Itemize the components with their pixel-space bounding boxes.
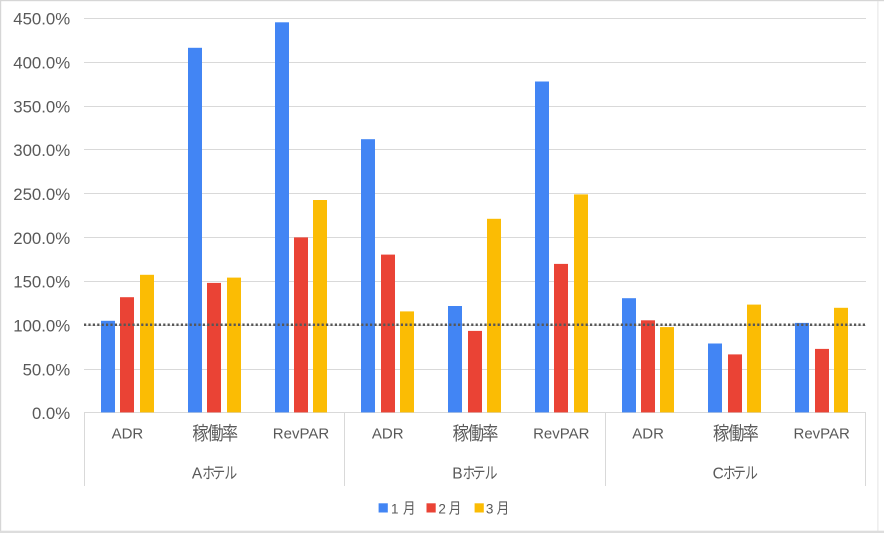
svg-text:300.0%: 300.0% (13, 141, 70, 160)
svg-text:ADR: ADR (632, 426, 664, 443)
svg-text:2: 2 (438, 502, 446, 517)
svg-text:A: A (192, 466, 203, 483)
svg-text:350.0%: 350.0% (13, 97, 70, 116)
svg-text:RevPAR: RevPAR (273, 426, 330, 443)
svg-text:150.0%: 150.0% (13, 273, 70, 292)
svg-text:RevPAR: RevPAR (533, 426, 590, 443)
svg-text:3: 3 (486, 502, 494, 517)
svg-text:RevPAR: RevPAR (793, 426, 850, 443)
svg-text:0.0%: 0.0% (32, 404, 70, 423)
svg-text:50.0%: 50.0% (23, 360, 71, 379)
svg-text:450.0%: 450.0% (13, 10, 70, 29)
svg-text:200.0%: 200.0% (13, 229, 70, 248)
svg-text:1: 1 (391, 502, 399, 517)
svg-text:C: C (713, 466, 724, 483)
svg-text:ADR: ADR (372, 426, 404, 443)
svg-text:B: B (452, 466, 462, 483)
svg-text:400.0%: 400.0% (13, 54, 70, 73)
svg-text:250.0%: 250.0% (13, 185, 70, 204)
svg-text:100.0%: 100.0% (13, 317, 70, 336)
svg-text:ADR: ADR (112, 426, 144, 443)
